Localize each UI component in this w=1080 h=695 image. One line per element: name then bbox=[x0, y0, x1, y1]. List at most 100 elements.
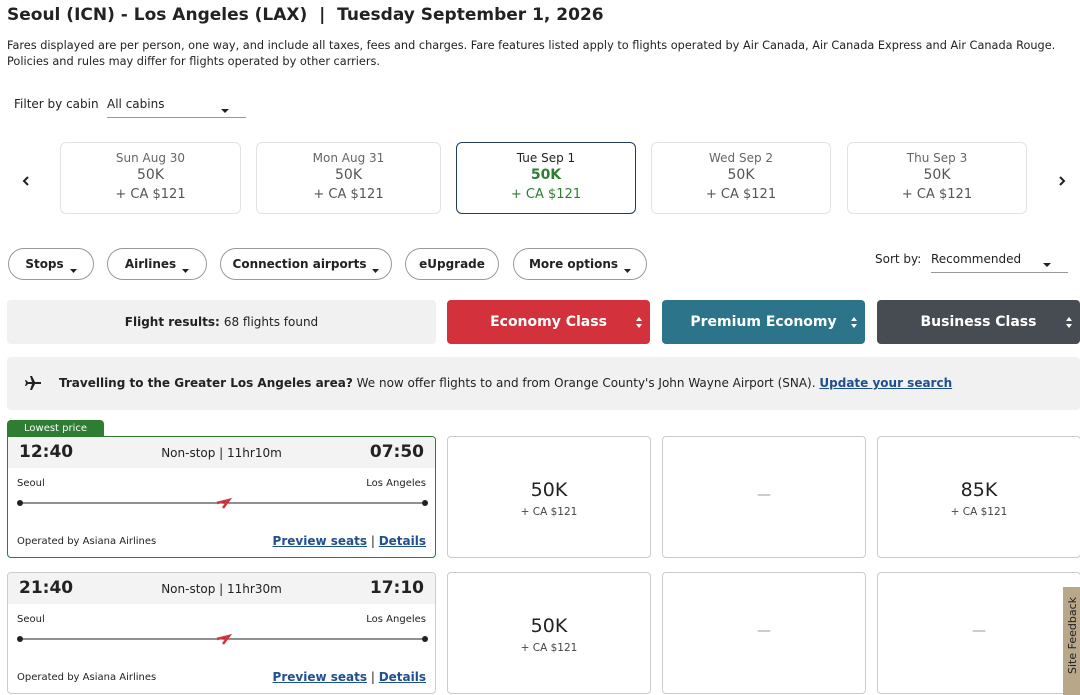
filter-button-label: Stops bbox=[25, 257, 64, 271]
date-cash: + CA $121 bbox=[705, 187, 777, 202]
prev-date[interactable] bbox=[22, 171, 30, 190]
arrive-time: 17:10 bbox=[369, 578, 424, 598]
flight-header bbox=[8, 437, 435, 468]
fare-notice: Fares displayed are per person, one way,… bbox=[7, 39, 1056, 68]
fare-card[interactable]: — bbox=[877, 572, 1080, 694]
date-day: Thu Sep 3 bbox=[906, 151, 968, 165]
fare-cash: + CA $121 bbox=[520, 642, 578, 654]
sort-label: Sort by: bbox=[875, 252, 922, 266]
filter-button[interactable]: Connection airports bbox=[220, 248, 392, 280]
date-points: 50K bbox=[335, 167, 362, 183]
fare-points: 50K bbox=[530, 479, 568, 501]
info-banner: Travelling to the Greater Los Angeles ar… bbox=[7, 357, 1080, 410]
flight-links: Preview seats | Details bbox=[273, 670, 426, 684]
date-day: Mon Aug 31 bbox=[312, 151, 385, 165]
fare-cash: + CA $121 bbox=[950, 506, 1008, 518]
fare-cash: + CA $121 bbox=[520, 506, 578, 518]
filter-button-label: More options bbox=[528, 257, 619, 271]
banner-bold: Travelling to the Greater Los Angeles ar… bbox=[59, 376, 353, 390]
cabin-header[interactable]: Business Class bbox=[877, 300, 1080, 344]
destination: Los Angeles bbox=[366, 614, 426, 625]
sort-arrows-svg bbox=[636, 317, 642, 328]
cabin-header[interactable]: Economy Class bbox=[447, 300, 650, 344]
banner-text: Travelling to the Greater Los Angeles ar… bbox=[59, 376, 952, 390]
sort-caret bbox=[1043, 252, 1051, 271]
flight-card: 21:40 Non-stop | 11hr30m 17:10 Seoul Los Ang… bbox=[7, 572, 436, 694]
fare-card[interactable]: — bbox=[662, 436, 866, 558]
date-day: Tue Sep 1 bbox=[516, 151, 576, 165]
date-cash: + CA $121 bbox=[313, 187, 384, 202]
fare-points: 50K bbox=[530, 615, 568, 637]
caret bbox=[372, 269, 380, 273]
depart-time: 21:40 bbox=[19, 578, 74, 598]
link-separator: | bbox=[370, 670, 375, 684]
next-date-svg bbox=[1059, 176, 1066, 186]
filter-button[interactable]: Stops bbox=[8, 248, 94, 280]
sort-caret-svg bbox=[1043, 263, 1051, 267]
date-points: 50K bbox=[923, 167, 951, 183]
date-card[interactable]: Tue Sep 1 50K + CA $121 bbox=[456, 142, 636, 214]
caret bbox=[69, 269, 77, 273]
route-line-svg bbox=[17, 497, 428, 509]
cabin-header[interactable]: Premium Economy bbox=[662, 300, 865, 344]
page-title: Seoul (ICN) - Los Angeles (LAX) | Tuesda… bbox=[7, 5, 604, 25]
operator: Operated by Asiana Airlines bbox=[17, 536, 157, 547]
date-points: 50K bbox=[137, 167, 164, 183]
date-cash: + CA $121 bbox=[115, 187, 186, 202]
fare-card[interactable]: 50K + CA $121 bbox=[447, 572, 651, 694]
sort-arrows-svg bbox=[851, 317, 857, 328]
sort-arrows bbox=[636, 316, 642, 332]
details-link[interactable]: Details bbox=[378, 670, 426, 684]
next-date[interactable] bbox=[1058, 171, 1066, 190]
date-cash: + CA $121 bbox=[510, 187, 582, 202]
filter-button-label: Airlines bbox=[124, 257, 177, 271]
fare-card[interactable]: 50K + CA $121 bbox=[447, 436, 651, 558]
cabin-select-value: All cabins bbox=[107, 97, 165, 111]
results-label: Flight results: bbox=[124, 315, 220, 329]
banner-link[interactable]: Update your search bbox=[819, 376, 953, 390]
filter-button[interactable]: Airlines bbox=[107, 248, 207, 280]
filter-button[interactable]: eUpgrade bbox=[405, 248, 499, 280]
filter-caret bbox=[69, 262, 77, 273]
filter-button[interactable]: More options bbox=[513, 248, 647, 280]
sort-arrows-svg bbox=[1066, 317, 1072, 328]
date-card[interactable]: Thu Sep 3 50K + CA $121 bbox=[847, 142, 1027, 214]
date-points: 50K bbox=[727, 167, 755, 183]
link-separator: | bbox=[370, 534, 375, 548]
feedback-tab[interactable]: Site Feedback bbox=[1063, 587, 1080, 695]
caret bbox=[182, 269, 190, 273]
fare-card[interactable]: — bbox=[662, 572, 866, 694]
caret bbox=[624, 269, 632, 273]
filter-caret bbox=[372, 262, 380, 273]
flight-info: Non-stop | 11hr10m bbox=[161, 446, 282, 460]
sort-select[interactable]: Recommended bbox=[931, 246, 1068, 273]
date-card[interactable]: Wed Sep 2 50K + CA $121 bbox=[651, 142, 831, 214]
date-day: Wed Sep 2 bbox=[708, 151, 774, 165]
filter-label: Filter by cabin bbox=[14, 97, 99, 111]
preview-seats-link[interactable]: Preview seats bbox=[272, 534, 367, 548]
filter-button-label: Connection airports bbox=[232, 257, 367, 271]
fare-unavailable: — bbox=[972, 623, 986, 639]
cabin-select[interactable]: All cabins bbox=[107, 92, 246, 118]
plane-icon-svg bbox=[25, 376, 41, 390]
badge: Lowest price bbox=[7, 420, 104, 437]
details-link[interactable]: Details bbox=[378, 534, 426, 548]
filter-button-label: eUpgrade bbox=[419, 257, 485, 271]
feedback-text: Site Feedback bbox=[1066, 597, 1079, 674]
date-card[interactable]: Sun Aug 30 50K + CA $121 bbox=[60, 142, 241, 214]
date-card[interactable]: Mon Aug 31 50K + CA $121 bbox=[256, 142, 441, 214]
flight-links: Preview seats | Details bbox=[273, 534, 426, 548]
origin: Seoul bbox=[17, 478, 45, 489]
results-bar: Flight results: 68 flights found bbox=[7, 300, 436, 344]
cabin-label: Premium Economy bbox=[690, 314, 837, 330]
sort-arrows bbox=[851, 316, 857, 332]
filter-caret bbox=[624, 262, 632, 273]
preview-seats-link[interactable]: Preview seats bbox=[272, 670, 367, 684]
plane-icon bbox=[24, 375, 42, 395]
fare-card[interactable]: 85K + CA $121 bbox=[877, 436, 1080, 558]
results-count: 68 flights found bbox=[223, 315, 319, 329]
cabin-label: Business Class bbox=[920, 314, 1037, 330]
filter-caret bbox=[182, 262, 190, 273]
arrive-time: 07:50 bbox=[369, 442, 424, 462]
